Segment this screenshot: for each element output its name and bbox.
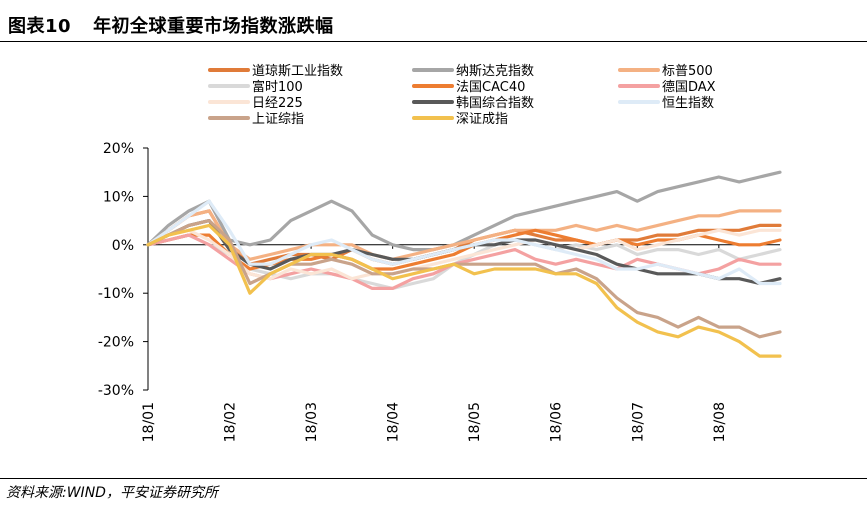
series-line bbox=[146, 219, 782, 339]
y-tick-label: -30% bbox=[98, 383, 134, 399]
y-tick-label: 0% bbox=[112, 238, 134, 254]
legend-label: 日经225 bbox=[252, 96, 303, 111]
legend-label: 纳斯达克指数 bbox=[456, 64, 534, 79]
legend-label: 深证成指 bbox=[456, 112, 508, 127]
chart-legend: 道琼斯工业指数 纳斯达克指数 标普500 富时100 法国CAC40 德国DAX 日经225… bbox=[208, 64, 716, 127]
figure-number: 图表10 bbox=[8, 16, 72, 37]
series-line bbox=[146, 170, 782, 252]
legend-item: 纳斯达克指数 bbox=[412, 64, 534, 79]
figure-header: 图表10 年初全球重要市场指数涨跌幅 bbox=[0, 0, 867, 42]
legend-label: 标普500 bbox=[662, 64, 713, 79]
legend-item: 恒生指数 bbox=[618, 96, 714, 111]
y-tick-label: -10% bbox=[98, 286, 134, 302]
legend-label: 德国DAX bbox=[662, 80, 716, 95]
x-tick-label: 18/08 bbox=[712, 402, 728, 442]
y-tick-label: 20% bbox=[103, 141, 134, 157]
legend-item: 富时100 bbox=[208, 79, 303, 95]
series-line bbox=[146, 209, 782, 261]
header-rule bbox=[0, 41, 867, 42]
y-tick-label: 10% bbox=[103, 189, 134, 205]
x-tick-label: 18/07 bbox=[630, 402, 646, 442]
chart-axes: 20% 10% 0% -10% -20% -30% 18/01 18/02 18/03 18/04… bbox=[98, 141, 780, 442]
series-line bbox=[146, 223, 782, 358]
y-tick-label: -20% bbox=[98, 335, 134, 351]
line-chart: 道琼斯工业指数 纳斯达克指数 标普500 富时100 法国CAC40 德国DAX 日经225… bbox=[98, 64, 782, 442]
legend-item: 道琼斯工业指数 bbox=[208, 64, 343, 79]
legend-label: 法国CAC40 bbox=[456, 80, 525, 95]
legend-item: 法国CAC40 bbox=[412, 80, 525, 95]
x-tick-label: 18/04 bbox=[386, 402, 402, 442]
legend-item: 上证综指 bbox=[208, 112, 304, 127]
legend-item: 德国DAX bbox=[618, 80, 716, 95]
x-tick-label: 18/03 bbox=[304, 402, 320, 442]
legend-item: 标普500 bbox=[618, 64, 713, 79]
x-tick-label: 18/01 bbox=[141, 402, 157, 442]
x-tick-label: 18/05 bbox=[467, 402, 483, 442]
legend-label: 上证综指 bbox=[252, 112, 304, 127]
legend-item: 日经225 bbox=[208, 96, 303, 111]
x-tick-label: 18/06 bbox=[549, 402, 565, 442]
legend-label: 恒生指数 bbox=[662, 96, 714, 111]
series-line bbox=[146, 199, 782, 286]
legend-label: 富时100 bbox=[252, 79, 303, 95]
series-line bbox=[146, 228, 782, 281]
figure-title: 图表10 年初全球重要市场指数涨跌幅 bbox=[8, 12, 334, 38]
chart-series bbox=[146, 170, 782, 358]
footer-rule bbox=[0, 478, 867, 479]
figure-title-text: 年初全球重要市场指数涨跌幅 bbox=[93, 16, 334, 37]
legend-item: 韩国综合指数 bbox=[412, 96, 534, 111]
source-note: 资料来源:WIND，平安证券研究所 bbox=[6, 485, 218, 501]
x-tick-label: 18/02 bbox=[223, 402, 239, 442]
legend-label: 道琼斯工业指数 bbox=[252, 64, 343, 79]
legend-label: 韩国综合指数 bbox=[456, 96, 534, 111]
legend-item: 深证成指 bbox=[412, 112, 508, 127]
